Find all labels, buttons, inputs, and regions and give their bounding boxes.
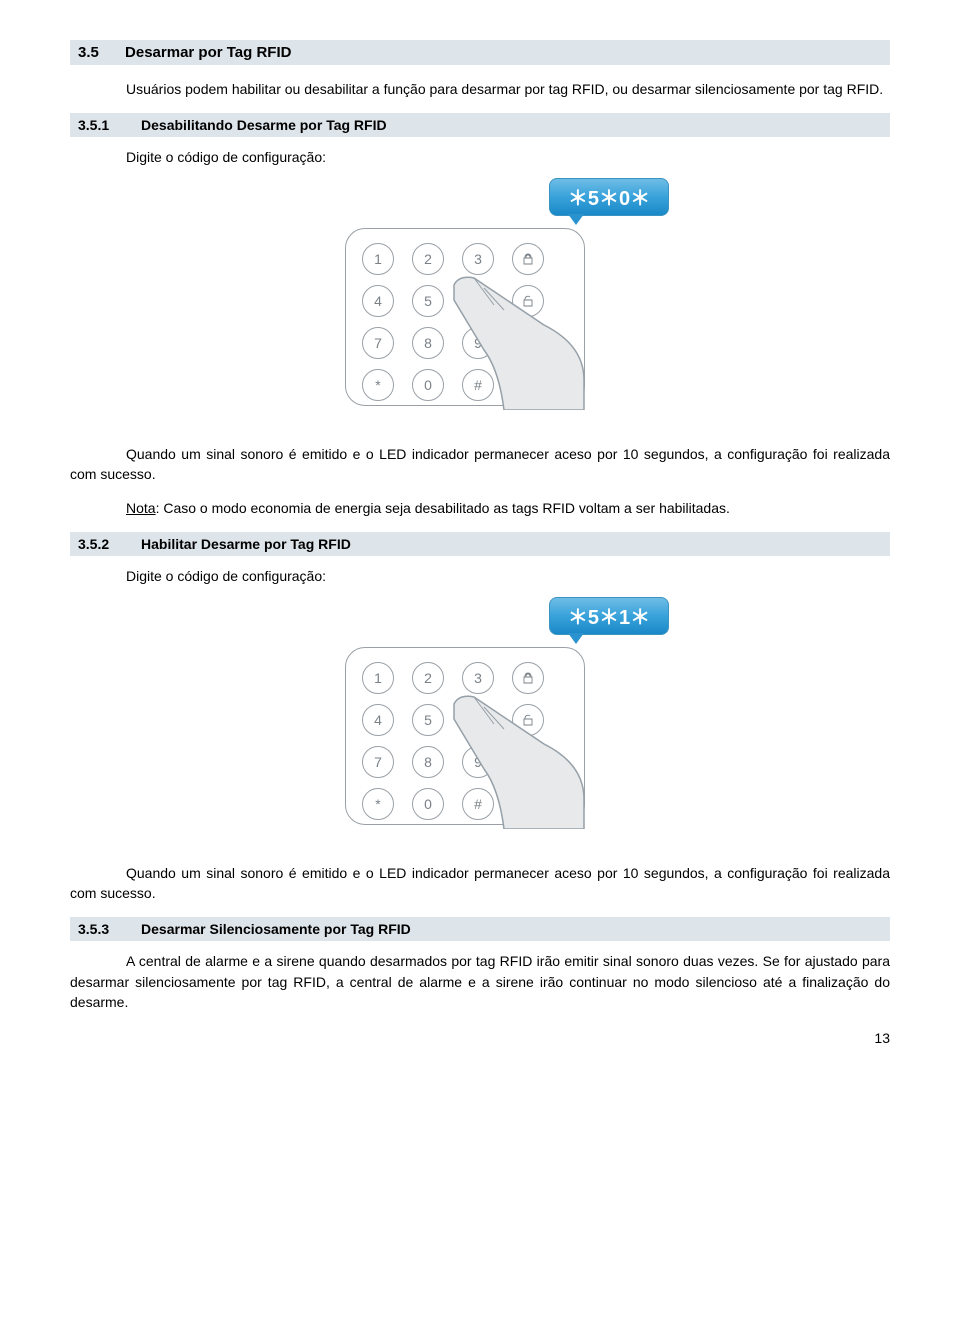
nota-text: : Caso o modo economia de energia seja d… [156, 500, 730, 516]
heading-3-5-2-title: Habilitar Desarme por Tag RFID [141, 536, 351, 552]
key-3: 3 [462, 662, 494, 694]
section-3-5-1-instruction: Digite o código de configuração: [126, 147, 890, 167]
key-1: 1 [362, 243, 394, 275]
keypad-figure-2: ＊5＊1＊ 1 2 3 4 5 6 7 8 9 [70, 605, 890, 837]
section-3-5-intro: Usuários podem habilitar ou desabilitar … [70, 79, 890, 99]
heading-3-5-3-number: 3.5.3 [78, 921, 109, 937]
heading-3-5-1-title: Desabilitando Desarme por Tag RFID [141, 117, 387, 133]
key-0: 0 [412, 788, 444, 820]
key-2: 2 [412, 243, 444, 275]
key-7: 7 [362, 327, 394, 359]
section-3-5-1-nota: Nota: Caso o modo economia de energia se… [70, 498, 890, 518]
key-3: 3 [462, 243, 494, 275]
key-2: 2 [412, 662, 444, 694]
heading-3-5-number: 3.5 [78, 44, 99, 61]
keypad-panel-2: 1 2 3 4 5 6 7 8 9 * [345, 647, 585, 825]
code-bubble-2: ＊5＊1＊ [549, 597, 669, 635]
page-number: 13 [70, 1030, 890, 1046]
key-9: 9 [462, 746, 494, 778]
key-star: * [362, 369, 394, 401]
section-3-5-1-result: Quando um sinal sonoro é emitido e o LED… [70, 444, 890, 485]
heading-3-5-1-number: 3.5.1 [78, 117, 109, 133]
key-unlock-icon [512, 704, 544, 736]
key-sos: SOS [512, 788, 544, 820]
section-3-5-2-instruction: Digite o código de configuração: [126, 566, 890, 586]
key-4: 4 [362, 285, 394, 317]
key-1: 1 [362, 662, 394, 694]
heading-3-5-1: 3.5.1 Desabilitando Desarme por Tag RFID [70, 113, 890, 137]
key-5: 5 [412, 704, 444, 736]
heading-3-5-3: 3.5.3 Desarmar Silenciosamente por Tag R… [70, 917, 890, 941]
keypad-figure-1: ＊5＊0＊ 1 2 3 4 5 6 7 8 9 [70, 186, 890, 418]
heading-3-5-3-title: Desarmar Silenciosamente por Tag RFID [141, 921, 411, 937]
key-sos: SOS [512, 369, 544, 401]
nota-label: Nota [126, 500, 156, 516]
key-hash: # [462, 369, 494, 401]
key-lock-icon [512, 662, 544, 694]
section-3-5-3-para: A central de alarme e a sirene quando de… [70, 951, 890, 1012]
keypad-panel-1: 1 2 3 4 5 6 7 8 9 * [345, 228, 585, 406]
section-3-5-2-result: Quando um sinal sonoro é emitido e o LED… [70, 863, 890, 904]
code-bubble-1: ＊5＊0＊ [549, 178, 669, 216]
key-star: * [362, 788, 394, 820]
key-hash: # [462, 788, 494, 820]
key-5: 5 [412, 285, 444, 317]
key-4: 4 [362, 704, 394, 736]
heading-3-5-2-number: 3.5.2 [78, 536, 109, 552]
key-9: 9 [462, 327, 494, 359]
heading-3-5-2: 3.5.2 Habilitar Desarme por Tag RFID [70, 532, 890, 556]
key-0: 0 [412, 369, 444, 401]
key-8: 8 [412, 746, 444, 778]
heading-3-5-title: Desarmar por Tag RFID [125, 44, 291, 61]
key-lock-icon [512, 243, 544, 275]
key-6: 6 [462, 285, 494, 317]
key-6: 6 [462, 704, 494, 736]
key-8: 8 [412, 327, 444, 359]
key-unlock-icon [512, 285, 544, 317]
key-7: 7 [362, 746, 394, 778]
heading-3-5: 3.5 Desarmar por Tag RFID [70, 40, 890, 65]
